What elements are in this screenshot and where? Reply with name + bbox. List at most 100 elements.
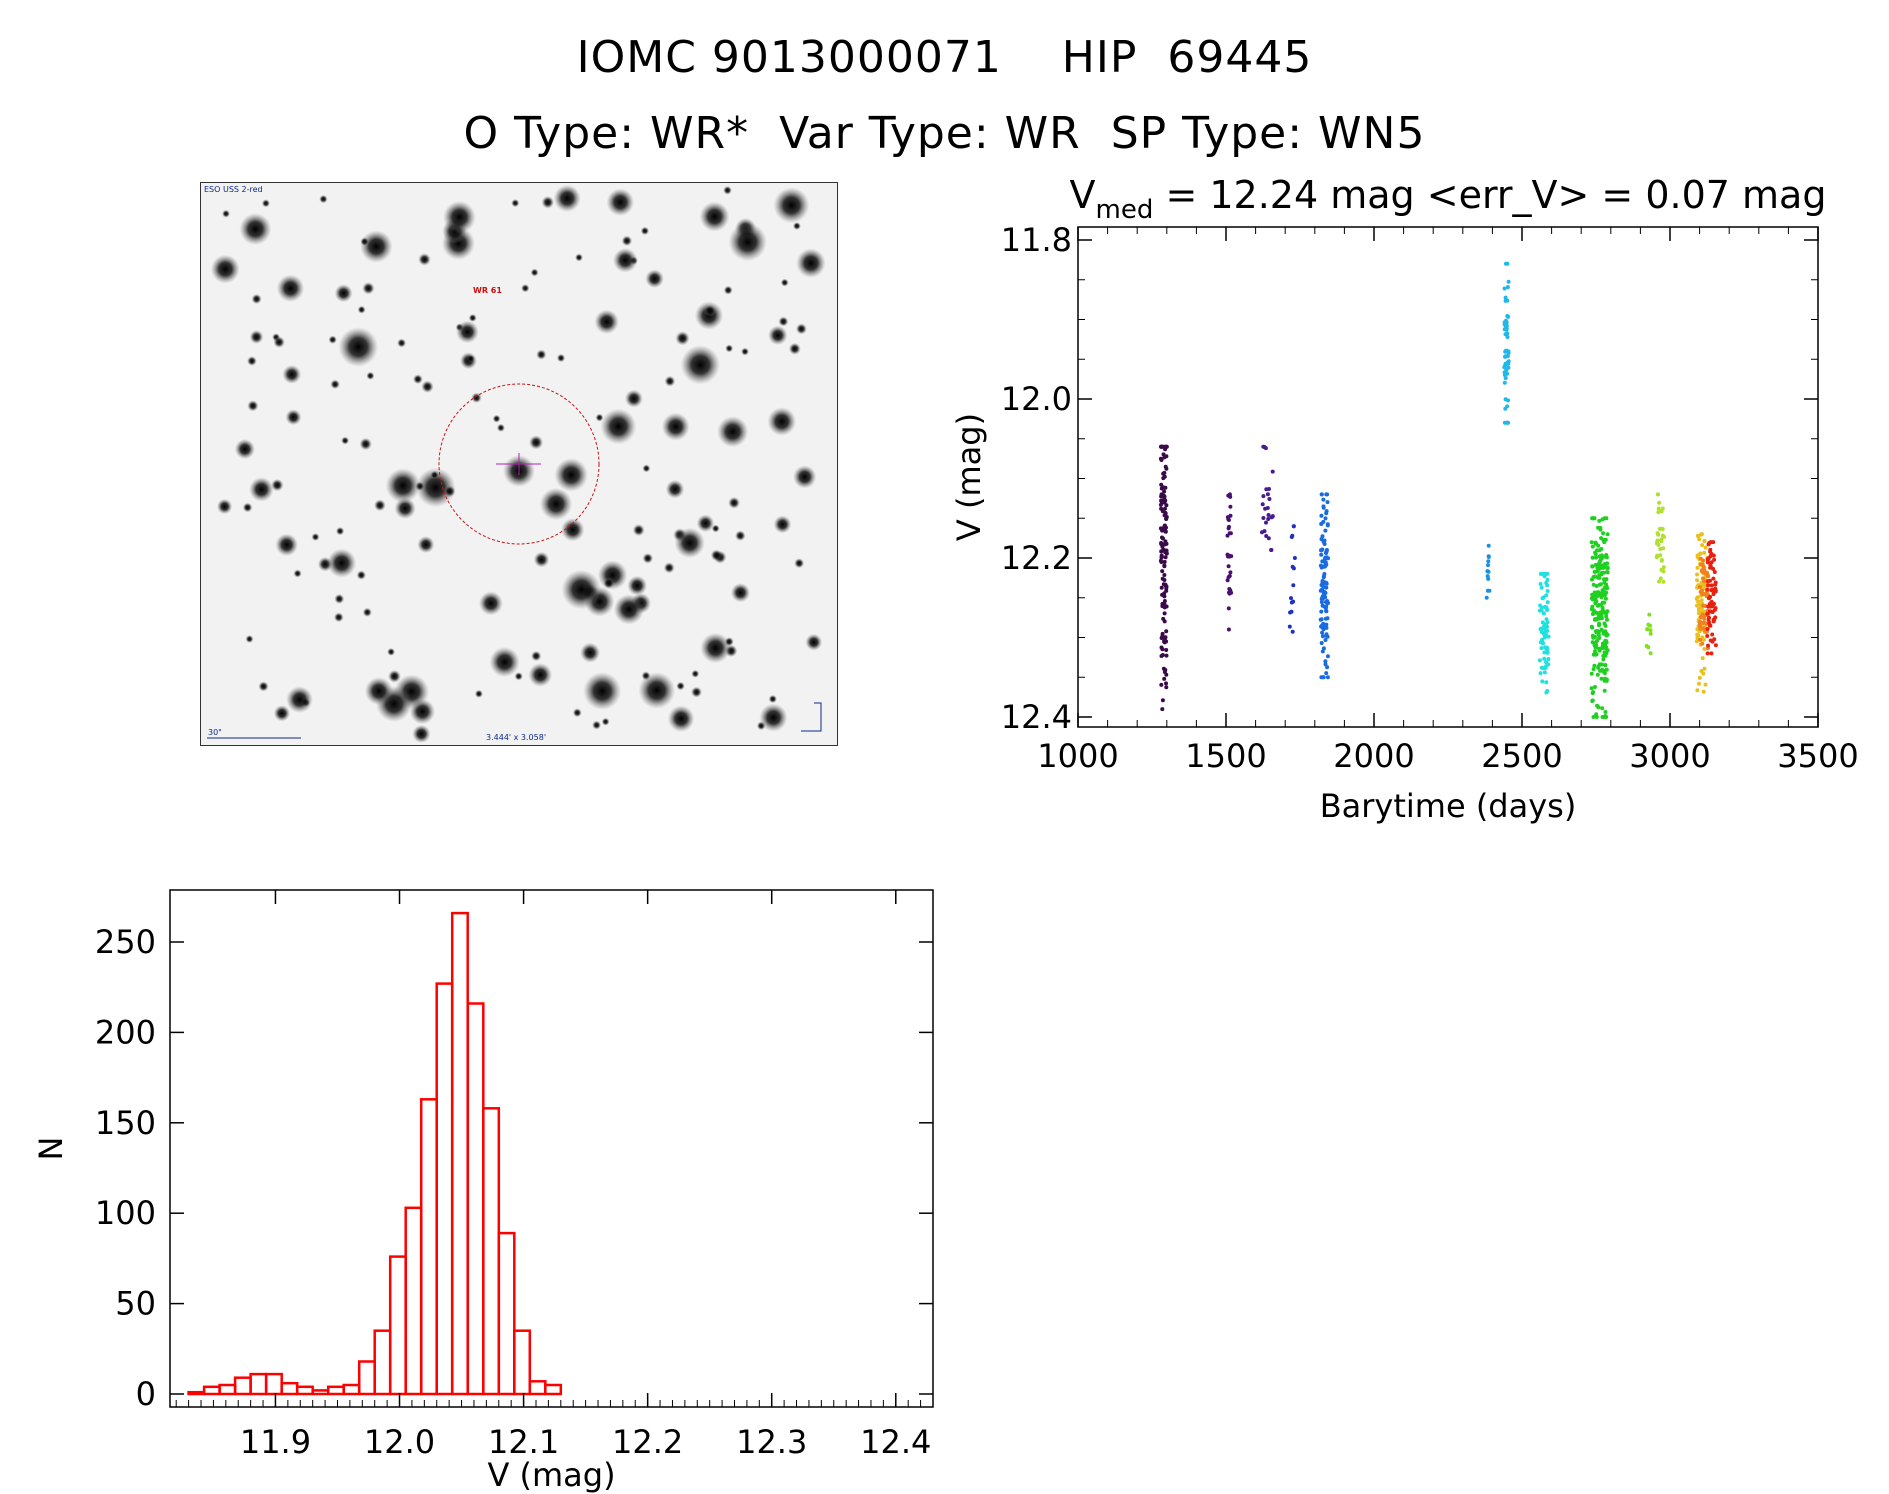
finder-star (489, 646, 520, 678)
data-point (1319, 597, 1324, 601)
data-point (1160, 647, 1165, 652)
finder-star (417, 536, 435, 554)
data-point (1589, 596, 1594, 601)
data-point (1319, 617, 1324, 622)
finder-star (242, 502, 253, 513)
data-point (1590, 555, 1595, 560)
data-point (1593, 645, 1598, 650)
data-point (1697, 681, 1701, 686)
histogram-bar (450, 911, 469, 1396)
histogram-bar (466, 1002, 485, 1396)
data-point (1597, 648, 1602, 653)
data-point (1325, 665, 1330, 670)
data-point (1658, 576, 1663, 581)
data-point (1656, 532, 1661, 537)
data-point (1661, 579, 1666, 584)
data-point (1597, 518, 1602, 523)
data-point (1325, 599, 1330, 603)
finder-star (234, 439, 255, 460)
finder-star (594, 309, 619, 334)
data-point (1706, 604, 1711, 609)
data-point (1228, 504, 1233, 509)
data-point (1705, 627, 1710, 631)
finder-star (430, 470, 439, 480)
data-point (1661, 565, 1666, 570)
finder-star (529, 435, 544, 450)
histogram-bar (295, 1385, 314, 1396)
data-point (1599, 602, 1604, 607)
finder-star (613, 248, 638, 273)
data-point (1590, 640, 1595, 645)
data-point (1712, 607, 1717, 612)
data-point (1702, 550, 1707, 555)
data-point (1269, 548, 1274, 552)
data-point (1164, 444, 1169, 449)
data-point (1648, 628, 1653, 633)
data-point (1270, 514, 1275, 519)
data-point (1701, 626, 1706, 631)
data-point (1162, 474, 1167, 479)
data-point (1705, 634, 1710, 638)
finder-star (293, 569, 302, 578)
finder-star (723, 185, 732, 195)
data-point (1291, 583, 1296, 588)
data-point (1542, 656, 1547, 661)
finder-star (341, 436, 350, 445)
data-point (1695, 595, 1700, 600)
histogram-bars (187, 911, 563, 1396)
finder-star (366, 371, 375, 380)
data-point (1320, 634, 1325, 639)
data-point (1322, 557, 1327, 562)
data-point (1319, 521, 1324, 526)
data-point (1159, 585, 1164, 590)
data-point (1602, 580, 1607, 585)
data-point (1163, 529, 1168, 534)
data-point (1698, 556, 1703, 561)
data-point (1592, 663, 1597, 668)
data-point (1708, 623, 1713, 628)
data-point (1160, 707, 1165, 712)
finder-star (767, 407, 797, 436)
data-point (1486, 563, 1490, 568)
finder-star (580, 642, 601, 663)
data-point (1323, 595, 1328, 600)
finder-star (645, 269, 664, 288)
y-tick-label: 200 (95, 1013, 156, 1051)
data-point (1289, 596, 1293, 601)
data-point (1596, 633, 1601, 637)
finder-star (388, 669, 401, 683)
finder-star (572, 708, 582, 718)
finder-star (710, 549, 723, 561)
data-point (1604, 651, 1609, 656)
data-point (1324, 622, 1329, 627)
finder-star (468, 313, 477, 322)
data-point (1545, 583, 1550, 588)
finder-star (541, 196, 555, 209)
data-point (1702, 568, 1707, 573)
data-point (1658, 553, 1663, 558)
data-point (1324, 608, 1328, 613)
histogram-bar (311, 1389, 330, 1396)
data-point (1702, 620, 1706, 625)
histogram-bar (528, 1380, 547, 1396)
finder-star (239, 213, 272, 246)
data-point (1226, 493, 1231, 498)
data-point (1228, 588, 1233, 593)
data-point (1705, 587, 1710, 592)
data-point (1598, 525, 1603, 530)
data-point (1600, 590, 1605, 595)
data-point (1227, 553, 1232, 558)
finder-star (792, 222, 801, 230)
data-point (1164, 629, 1169, 634)
finder-star (273, 336, 285, 348)
finder-star (273, 705, 291, 722)
data-point (1694, 639, 1699, 644)
data-point (1709, 609, 1714, 614)
data-point (1225, 533, 1230, 538)
data-point (1263, 506, 1268, 511)
finder-star (600, 408, 637, 445)
data-point (1159, 541, 1164, 545)
data-point (1590, 699, 1595, 703)
data-point (1266, 536, 1271, 541)
data-point (1545, 600, 1550, 605)
